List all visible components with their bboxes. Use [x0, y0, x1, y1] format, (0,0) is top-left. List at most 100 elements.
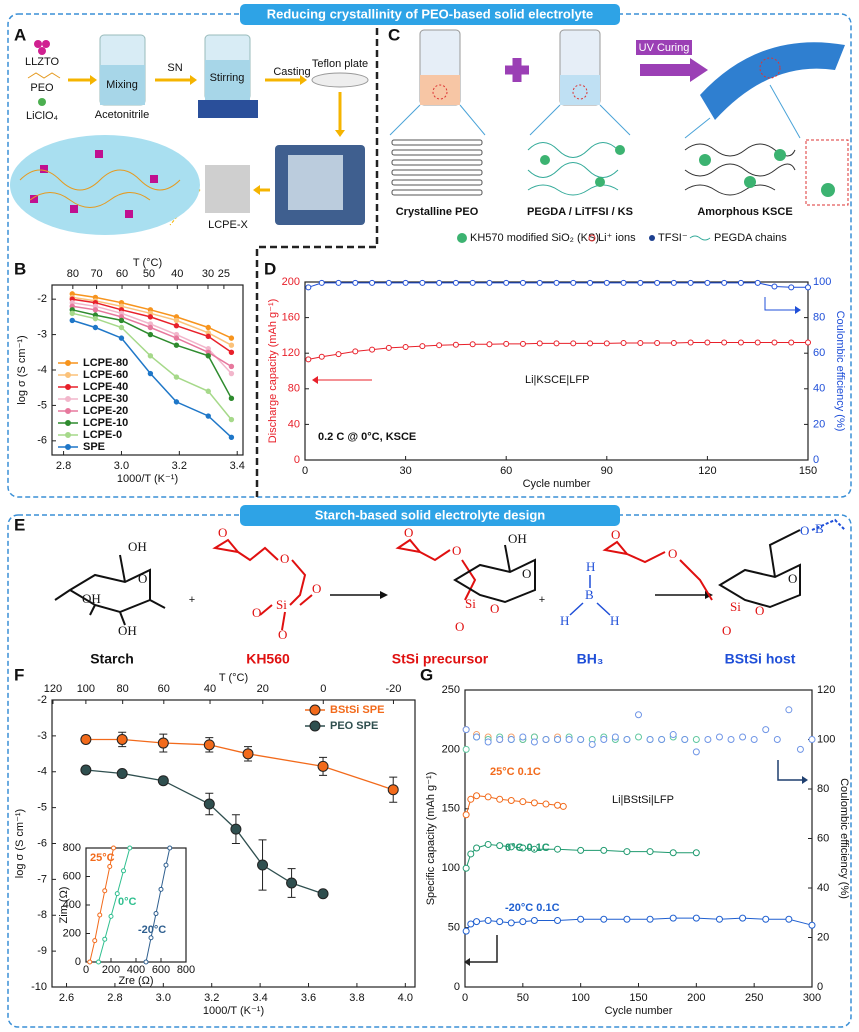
- data-point: [771, 339, 778, 346]
- atom: O: [138, 571, 147, 586]
- data-point: [654, 279, 661, 286]
- series-line: [145, 847, 171, 963]
- plus: [505, 58, 529, 82]
- y2-axis-label: Coulombic efficiency (%): [838, 778, 850, 899]
- y-tick-label: 400: [63, 899, 81, 911]
- x2-tick-label: 30: [202, 268, 214, 280]
- arrow: [90, 75, 97, 85]
- legend-label: PEGDA chains: [714, 232, 787, 244]
- axis-arrow: [795, 306, 801, 314]
- data-point: [773, 736, 781, 743]
- data-point: [385, 344, 392, 351]
- data-point: [704, 339, 711, 346]
- data-point: [611, 733, 619, 741]
- data-point: [111, 845, 116, 851]
- data-point: [484, 916, 492, 924]
- x-tick-label: 3.2: [172, 460, 187, 472]
- data-point: [369, 279, 376, 286]
- caption: KH560: [246, 651, 290, 667]
- zoom-circle: [759, 57, 781, 79]
- data-point: [739, 914, 747, 922]
- data-point: [96, 959, 101, 965]
- data-point: [754, 279, 761, 286]
- data-point: [157, 775, 169, 787]
- data-point: [530, 845, 538, 853]
- annotation: 0.2 C @ 0°C, KSCE: [318, 431, 416, 443]
- data-point: [486, 279, 493, 286]
- data-point: [484, 793, 492, 801]
- atom: O: [611, 527, 620, 542]
- y-axis-label: log σ (S cm⁻¹): [16, 335, 28, 404]
- data-point: [536, 340, 543, 347]
- data-point: [452, 279, 459, 286]
- x-tick-label: 4.0: [398, 992, 413, 1004]
- x2-tick-label: 80: [117, 683, 129, 695]
- data-point: [228, 363, 235, 370]
- y2-tick-label: 40: [817, 882, 829, 894]
- bh3-bonds: [569, 575, 611, 616]
- data-point: [228, 395, 235, 402]
- series-label: 25°C 0.1C: [490, 766, 541, 778]
- panel-label: D: [264, 259, 276, 278]
- x-tick-label: 50: [517, 992, 529, 1004]
- atom: O: [252, 605, 261, 620]
- data-point: [462, 927, 470, 935]
- data-point: [646, 736, 654, 743]
- data-point: [452, 341, 459, 348]
- data-point: [692, 914, 700, 922]
- series-line: [465, 917, 813, 932]
- data-point: [553, 340, 560, 347]
- data-point: [118, 324, 125, 331]
- data-point: [570, 340, 577, 347]
- peo-icon: [27, 72, 61, 79]
- film: [700, 42, 845, 120]
- data-point: [623, 848, 631, 856]
- x2-tick-label: 40: [171, 268, 183, 280]
- x-tick-label: 0: [462, 992, 468, 1004]
- y-tick-label: -5: [37, 399, 47, 411]
- label: Stirring: [210, 72, 245, 84]
- x2-tick-label: -20: [386, 683, 402, 695]
- y2-tick-label: 80: [813, 312, 825, 324]
- data-point: [603, 279, 610, 286]
- chains: [19, 169, 181, 208]
- data-point: [519, 279, 526, 286]
- y-tick-label: 800: [63, 842, 81, 854]
- data-point: [173, 342, 180, 348]
- data-point: [462, 745, 470, 753]
- starch-structure: [54, 554, 166, 626]
- data-point: [92, 324, 99, 331]
- axis-arrow: [470, 935, 498, 963]
- data-point: [147, 353, 154, 359]
- teflon-plate: [311, 72, 369, 88]
- data-point: [173, 317, 180, 324]
- panel-label: G: [420, 665, 433, 684]
- atom: O: [404, 525, 413, 540]
- x-tick-label: 3.6: [301, 992, 316, 1004]
- data-point: [635, 733, 642, 741]
- data-point: [808, 736, 816, 743]
- data-point: [737, 339, 744, 346]
- data-point: [670, 339, 677, 346]
- data-point: [654, 339, 661, 346]
- data-point: [173, 399, 180, 405]
- series-label: 25°C: [90, 852, 115, 864]
- caption: Starch: [90, 651, 134, 667]
- y-tick-label: 120: [282, 347, 300, 359]
- x2-tick-label: 20: [257, 683, 269, 695]
- data-point: [600, 915, 608, 923]
- x-tick-label: 60: [500, 465, 512, 477]
- data-point: [762, 726, 770, 734]
- data-point: [205, 353, 211, 359]
- data-point: [553, 279, 560, 286]
- atom: O: [755, 603, 764, 618]
- data-point: [554, 916, 562, 924]
- data-point: [721, 339, 728, 346]
- data-point: [503, 340, 510, 347]
- data-point: [462, 726, 470, 734]
- data-point: [788, 339, 795, 346]
- series-line: [85, 738, 394, 791]
- data-point: [796, 745, 804, 753]
- legend-label: LCPE-40: [83, 381, 128, 393]
